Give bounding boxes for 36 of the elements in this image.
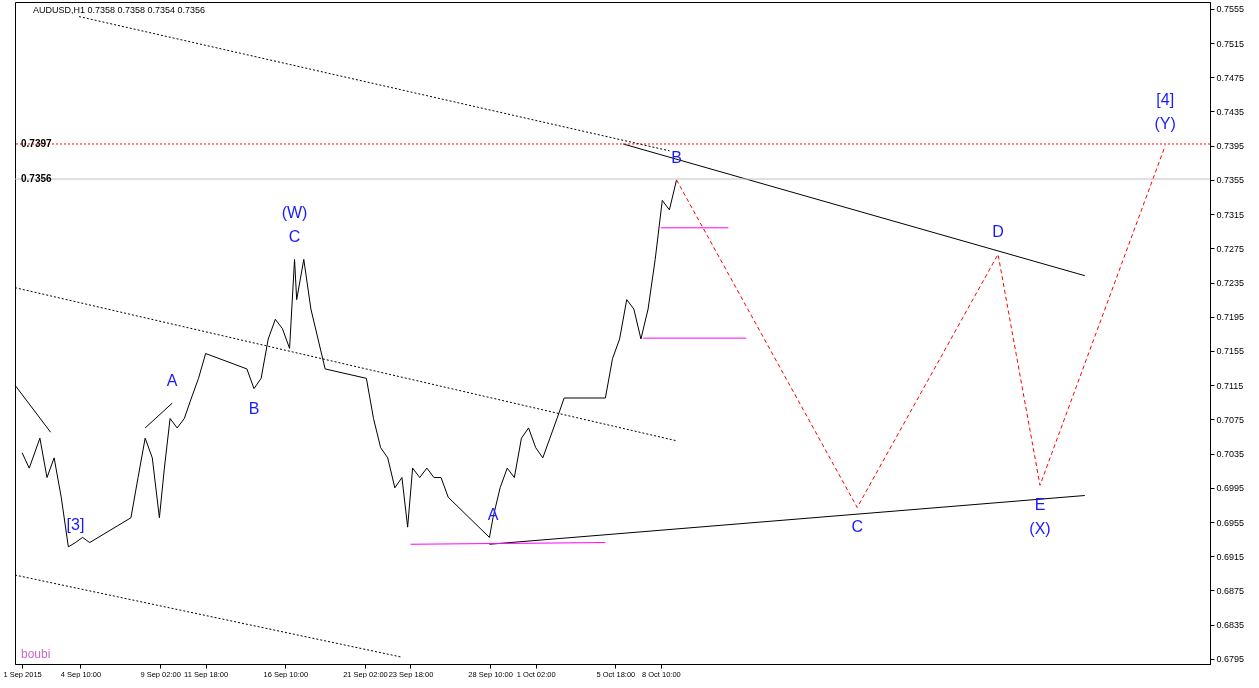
- y-tick-label: 0.7475: [1216, 72, 1245, 83]
- annotation: (Y): [1154, 114, 1176, 132]
- y-tick-label: 0.7355: [1216, 175, 1245, 186]
- y-tick-label: 0.6995: [1216, 483, 1245, 494]
- annotation: (W): [281, 204, 308, 222]
- y-tick-label: 0.7435: [1216, 106, 1245, 117]
- y-tick-label: 0.7035: [1216, 449, 1245, 460]
- y-tick-label: 0.6875: [1216, 585, 1245, 596]
- annotation: B: [248, 399, 260, 417]
- y-tick-label: 0.7555: [1216, 4, 1245, 15]
- annotation: C: [851, 518, 863, 536]
- y-tick-label: 0.7315: [1216, 209, 1245, 220]
- y-tick-label: 0.7155: [1216, 346, 1245, 357]
- annotation: D: [992, 223, 1004, 241]
- y-tick-label: 0.7115: [1216, 380, 1244, 391]
- annotation: [3]: [66, 515, 85, 533]
- y-tick-label: 0.7275: [1216, 243, 1245, 254]
- y-tick-label: 0.6795: [1216, 654, 1245, 665]
- ref-line-label: 0.7397: [21, 137, 53, 149]
- ref-line-label: 0.7356: [21, 173, 53, 185]
- annotation: A: [487, 506, 499, 524]
- chart-title: AUDUSD,H1 0.7358 0.7358 0.7354 0.7356: [33, 5, 206, 15]
- annotation: C: [288, 228, 301, 246]
- y-tick-label: 0.7395: [1216, 141, 1245, 152]
- y-tick-label: 0.6835: [1216, 620, 1245, 631]
- y-tick-label: 0.6955: [1216, 517, 1245, 528]
- y-tick-label: 0.7195: [1216, 312, 1245, 323]
- annotation: E: [1034, 496, 1046, 514]
- annotation: (X): [1029, 520, 1051, 538]
- annotation: A: [166, 372, 178, 390]
- y-tick-label: 0.7235: [1216, 278, 1245, 289]
- y-tick-label: 0.7515: [1216, 38, 1245, 49]
- y-tick-label: 0.6915: [1216, 551, 1245, 562]
- y-tick-label: 0.7075: [1216, 414, 1245, 425]
- annotation: boubi: [21, 647, 51, 661]
- annotation: [4]: [1156, 90, 1175, 108]
